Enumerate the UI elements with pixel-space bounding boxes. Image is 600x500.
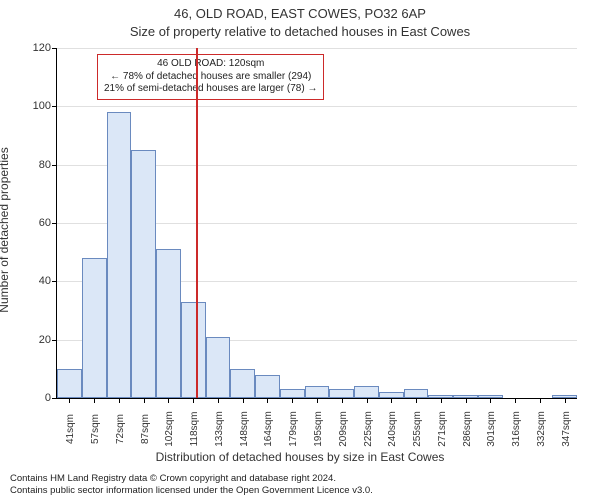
reference-infobox: 46 OLD ROAD: 120sqm ← 78% of detached ho… xyxy=(97,54,324,100)
xtick-mark xyxy=(515,398,516,403)
xtick-mark xyxy=(267,398,268,403)
y-axis-label: Number of detached properties xyxy=(0,147,11,312)
ytick-label: 40 xyxy=(39,275,57,287)
histogram-bar xyxy=(305,386,330,398)
xtick-label: 301sqm xyxy=(483,411,497,447)
xtick-label: 316sqm xyxy=(508,411,522,447)
histogram-bar xyxy=(57,369,82,398)
histogram-bar xyxy=(131,150,156,398)
infobox-line: 46 OLD ROAD: 120sqm xyxy=(104,58,317,71)
histogram-bar xyxy=(82,258,107,398)
xtick-label: 41sqm xyxy=(62,414,76,444)
xtick-mark xyxy=(243,398,244,403)
histogram-bar xyxy=(329,389,354,398)
xtick-mark xyxy=(490,398,491,403)
ytick-label: 60 xyxy=(39,217,57,229)
page-title: 46, OLD ROAD, EAST COWES, PO32 6AP xyxy=(0,6,600,21)
page-subtitle: Size of property relative to detached ho… xyxy=(0,24,600,39)
xtick-label: 209sqm xyxy=(335,411,349,447)
xtick-label: 57sqm xyxy=(87,414,101,444)
chart-page: 46, OLD ROAD, EAST COWES, PO32 6AP Size … xyxy=(0,0,600,500)
ytick-label: 120 xyxy=(33,42,57,54)
xtick-label: 72sqm xyxy=(112,414,126,444)
infobox-line: ← 78% of detached houses are smaller (29… xyxy=(104,71,317,84)
xtick-mark xyxy=(466,398,467,403)
xtick-mark xyxy=(540,398,541,403)
ytick-label: 0 xyxy=(45,392,57,404)
xtick-label: 255sqm xyxy=(409,411,423,447)
xtick-mark xyxy=(342,398,343,403)
xtick-label: 332sqm xyxy=(533,411,547,447)
histogram-plot: 46 OLD ROAD: 120sqm ← 78% of detached ho… xyxy=(56,48,577,399)
copyright-block: Contains HM Land Registry data © Crown c… xyxy=(10,473,373,496)
ytick-label: 20 xyxy=(39,334,57,346)
xtick-mark xyxy=(441,398,442,403)
xtick-label: 148sqm xyxy=(236,411,250,447)
infobox-line: 21% of semi-detached houses are larger (… xyxy=(104,83,317,96)
histogram-bar xyxy=(107,112,132,398)
copyright-line: Contains HM Land Registry data © Crown c… xyxy=(10,473,373,484)
xtick-mark xyxy=(69,398,70,403)
xtick-mark xyxy=(218,398,219,403)
xtick-label: 195sqm xyxy=(310,411,324,447)
xtick-label: 286sqm xyxy=(459,411,473,447)
copyright-line: Contains public sector information licen… xyxy=(10,485,373,496)
xtick-label: 102sqm xyxy=(161,411,175,447)
xtick-label: 271sqm xyxy=(434,411,448,447)
histogram-bar xyxy=(404,389,429,398)
gridline-h xyxy=(57,48,577,49)
xtick-mark xyxy=(317,398,318,403)
histogram-bar xyxy=(280,389,305,398)
x-axis-label: Distribution of detached houses by size … xyxy=(0,450,600,464)
ytick-label: 100 xyxy=(33,100,57,112)
xtick-label: 133sqm xyxy=(211,411,225,447)
histogram-bar xyxy=(230,369,255,398)
histogram-bar xyxy=(255,375,280,398)
xtick-mark xyxy=(565,398,566,403)
xtick-label: 118sqm xyxy=(186,412,200,447)
xtick-label: 179sqm xyxy=(285,411,299,447)
histogram-bar xyxy=(181,302,206,398)
reference-line xyxy=(196,48,198,398)
gridline-h xyxy=(57,106,577,107)
xtick-label: 87sqm xyxy=(137,414,151,444)
ytick-label: 80 xyxy=(39,159,57,171)
xtick-mark xyxy=(94,398,95,403)
xtick-label: 240sqm xyxy=(384,411,398,447)
xtick-mark xyxy=(416,398,417,403)
xtick-label: 225sqm xyxy=(360,411,374,447)
histogram-bar xyxy=(354,386,379,398)
xtick-mark xyxy=(168,398,169,403)
xtick-mark xyxy=(292,398,293,403)
xtick-label: 164sqm xyxy=(260,411,274,447)
xtick-mark xyxy=(391,398,392,403)
xtick-mark xyxy=(119,398,120,403)
histogram-bar xyxy=(206,337,231,398)
histogram-bar xyxy=(156,249,181,398)
xtick-mark xyxy=(144,398,145,403)
xtick-label: 347sqm xyxy=(558,411,572,447)
xtick-mark xyxy=(193,398,194,403)
xtick-mark xyxy=(367,398,368,403)
